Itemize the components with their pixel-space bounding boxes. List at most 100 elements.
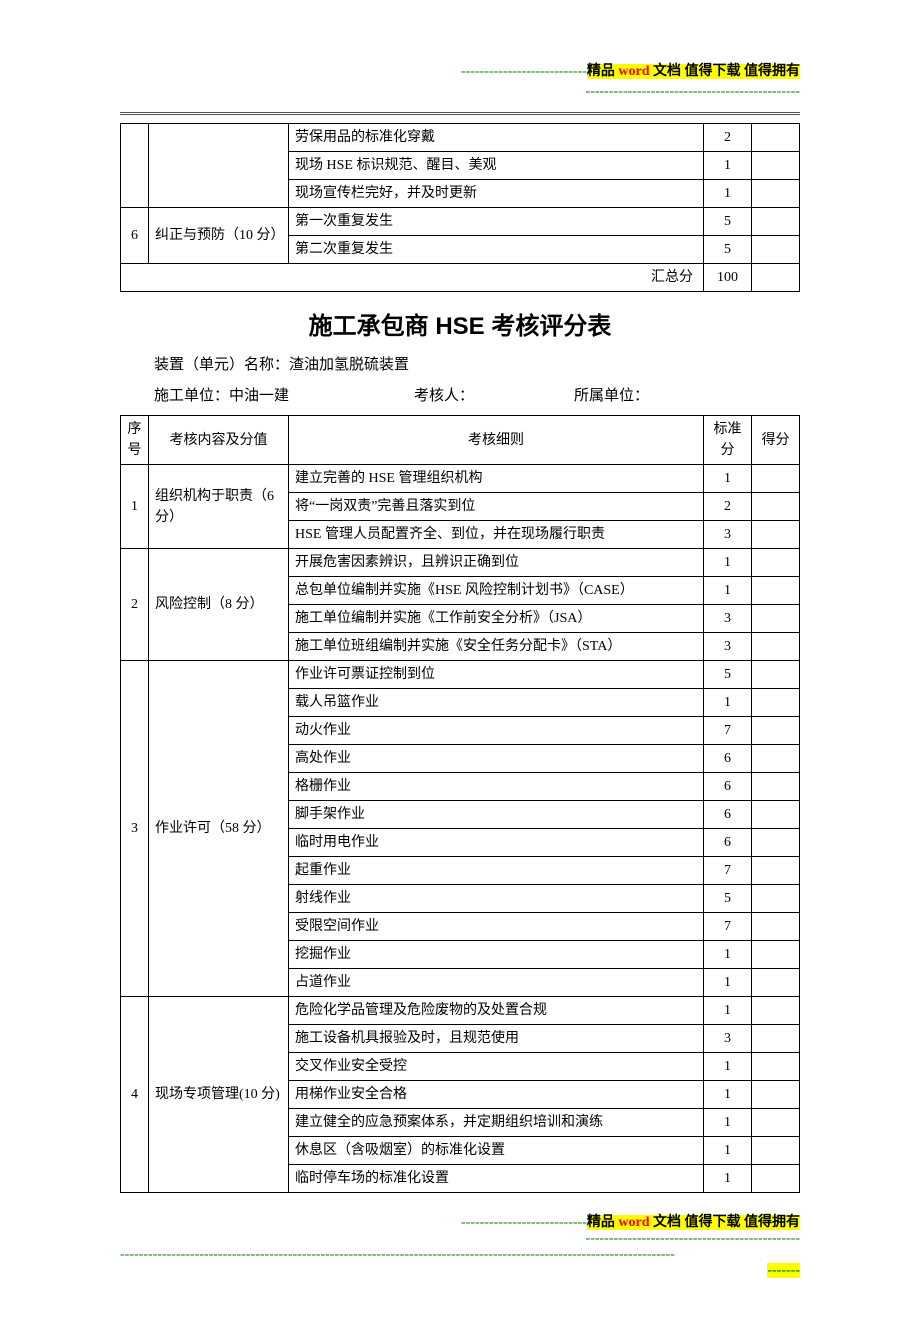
score-cell[interactable]: [752, 941, 800, 969]
empty-cell: [121, 124, 149, 208]
th-score: 得分: [752, 416, 800, 465]
assessor-label: 考核人：: [414, 384, 574, 405]
score-cell[interactable]: [752, 549, 800, 577]
table-row: 2风险控制（8 分）开展危害因素辨识，且辨识正确到位1: [121, 549, 800, 577]
detail-cell: 载人吊篮作业: [289, 689, 704, 717]
unit-value: 渣油加氢脱硫装置: [289, 357, 409, 373]
score-cell[interactable]: [752, 885, 800, 913]
score-cell[interactable]: [752, 857, 800, 885]
score-cell[interactable]: [752, 1109, 800, 1137]
detail-cell: 第一次重复发生: [289, 208, 704, 236]
std-cell: 3: [704, 1025, 752, 1053]
std-cell: 3: [704, 521, 752, 549]
std-cell: 1: [704, 1053, 752, 1081]
std-cell: 1: [704, 969, 752, 997]
score-cell[interactable]: [752, 689, 800, 717]
sum-label: 汇总分: [121, 264, 704, 292]
detail-cell: 用梯作业安全合格: [289, 1081, 704, 1109]
document-page: --------------------------- 精品 word 文档 值得…: [0, 0, 920, 1319]
score-cell[interactable]: [752, 969, 800, 997]
score-cell[interactable]: [752, 236, 800, 264]
sum-value: 100: [704, 264, 752, 292]
score-cell[interactable]: [752, 521, 800, 549]
section-no: 1: [121, 465, 149, 549]
score-cell[interactable]: [752, 801, 800, 829]
banner-dashes: ---------------------------: [461, 64, 587, 79]
detail-cell: 临时用电作业: [289, 829, 704, 857]
score-cell[interactable]: [752, 1081, 800, 1109]
std-cell: 1: [704, 577, 752, 605]
score-cell[interactable]: [752, 717, 800, 745]
std-cell: 3: [704, 605, 752, 633]
detail-cell: 危险化学品管理及危险废物的及处置合规: [289, 997, 704, 1025]
std-cell: 1: [704, 152, 752, 180]
score-cell[interactable]: [752, 829, 800, 857]
std-cell: 1: [704, 549, 752, 577]
top-banner: ---------------------------精品 word 文档 值得…: [120, 60, 800, 80]
detail-cell: 现场宣传栏完好，并及时更新: [289, 180, 704, 208]
footer-subline: ----------------------------------------…: [120, 1231, 800, 1247]
footer-banner: ---------------------------精品 word 文档 值得…: [120, 1211, 800, 1231]
score-cell[interactable]: [752, 1025, 800, 1053]
detail-cell: 作业许可票证控制到位: [289, 661, 704, 689]
score-cell[interactable]: [752, 1137, 800, 1165]
detail-cell: 格栅作业: [289, 773, 704, 801]
detail-cell: 将“一岗双责”完善且落实到位: [289, 493, 704, 521]
score-cell[interactable]: [752, 773, 800, 801]
score-cell[interactable]: [752, 633, 800, 661]
std-cell: 1: [704, 180, 752, 208]
footer-block: ---------------------------精品 word 文档 值得…: [120, 1211, 800, 1279]
std-cell: 6: [704, 829, 752, 857]
score-cell[interactable]: [752, 913, 800, 941]
table-row: 劳保用品的标准化穿戴 2: [121, 124, 800, 152]
score-cell[interactable]: [752, 997, 800, 1025]
std-cell: 5: [704, 236, 752, 264]
footer-long-dashes: ----------------------------------------…: [120, 1247, 800, 1263]
section-no: 4: [121, 997, 149, 1193]
score-cell[interactable]: [752, 577, 800, 605]
std-cell: 2: [704, 493, 752, 521]
detail-cell: 建立健全的应急预案体系，并定期组织培训和演练: [289, 1109, 704, 1137]
detail-cell: 高处作业: [289, 745, 704, 773]
score-cell[interactable]: [752, 152, 800, 180]
std-cell: 6: [704, 745, 752, 773]
score-cell[interactable]: [752, 661, 800, 689]
section-cat: 组织机构于职责（6 分）: [149, 465, 289, 549]
std-cell: 7: [704, 857, 752, 885]
score-cell[interactable]: [752, 605, 800, 633]
detail-cell: 挖掘作业: [289, 941, 704, 969]
detail-cell: HSE 管理人员配置齐全、到位，并在现场履行职责: [289, 521, 704, 549]
score-cell[interactable]: [752, 264, 800, 292]
score-cell[interactable]: [752, 465, 800, 493]
meta-line: 施工单位：中油一建 考核人： 所属单位：: [154, 384, 800, 405]
detail-cell: 开展危害因素辨识，且辨识正确到位: [289, 549, 704, 577]
std-cell: 5: [704, 661, 752, 689]
detail-cell: 施工设备机具报验及时，且规范使用: [289, 1025, 704, 1053]
empty-cell: [149, 124, 289, 208]
std-cell: 1: [704, 465, 752, 493]
main-table: 序号 考核内容及分值 考核细则 标准分 得分 1组织机构于职责（6 分）建立完善…: [120, 415, 800, 1193]
score-cell[interactable]: [752, 493, 800, 521]
section-no: 2: [121, 549, 149, 661]
detail-cell: 射线作业: [289, 885, 704, 913]
score-cell[interactable]: [752, 745, 800, 773]
th-cat: 考核内容及分值: [149, 416, 289, 465]
footer-trailing: -------: [120, 1263, 800, 1279]
section-cat: 风险控制（8 分）: [149, 549, 289, 661]
score-cell[interactable]: [752, 1053, 800, 1081]
th-std: 标准分: [704, 416, 752, 465]
banner-text: 精品 word 文档 值得下载 值得拥有: [587, 1215, 800, 1230]
detail-cell: 第二次重复发生: [289, 236, 704, 264]
std-cell: 1: [704, 689, 752, 717]
score-cell[interactable]: [752, 1165, 800, 1193]
std-cell: 1: [704, 1109, 752, 1137]
detail-cell: 动火作业: [289, 717, 704, 745]
section-no: 3: [121, 661, 149, 997]
score-cell[interactable]: [752, 124, 800, 152]
table-header-row: 序号 考核内容及分值 考核细则 标准分 得分: [121, 416, 800, 465]
score-cell[interactable]: [752, 180, 800, 208]
std-cell: 2: [704, 124, 752, 152]
table-row: 4现场专项管理(10 分)危险化学品管理及危险废物的及处置合规1: [121, 997, 800, 1025]
score-cell[interactable]: [752, 208, 800, 236]
divider-double: [120, 112, 800, 115]
